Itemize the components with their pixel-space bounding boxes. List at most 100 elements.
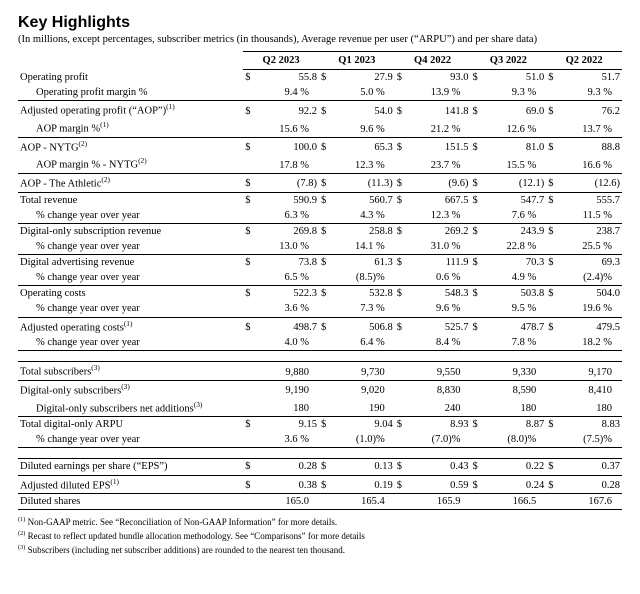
currency-symbol: $ xyxy=(395,255,411,271)
cell-value: 65.3 xyxy=(335,137,395,155)
currency-symbol: $ xyxy=(243,223,259,239)
cell-value: 547.7 xyxy=(487,192,547,208)
currency-symbol xyxy=(243,362,259,381)
currency-symbol xyxy=(395,494,411,510)
currency-symbol: $ xyxy=(470,286,486,302)
cell-value: 151.5 xyxy=(411,137,471,155)
currency-symbol xyxy=(470,335,486,351)
cell-value: 70.3 xyxy=(487,255,547,271)
cell-value: 180 xyxy=(562,399,622,417)
currency-symbol xyxy=(395,270,411,286)
subheading: (In millions, except percentages, subscr… xyxy=(18,34,622,45)
currency-symbol xyxy=(243,494,259,510)
cell-value: 0.22 xyxy=(487,459,547,475)
cell-value: 506.8 xyxy=(335,317,395,335)
header-row: Q2 2023 Q1 2023 Q4 2022 Q3 2022 Q2 2022 xyxy=(18,52,622,70)
cell-value: 0.19 xyxy=(335,475,395,494)
currency-symbol: $ xyxy=(243,417,259,433)
row-label: Diluted shares xyxy=(18,494,243,510)
cell-value: 9.3 % xyxy=(487,85,547,101)
cell-value: 4.3 % xyxy=(335,208,395,224)
currency-symbol xyxy=(546,494,562,510)
currency-symbol: $ xyxy=(319,137,335,155)
cell-value: 0.38 xyxy=(259,475,319,494)
cell-value: (8.5)% xyxy=(335,270,395,286)
spacer-row xyxy=(18,448,622,459)
table-row: AOP margin % - NYTG(2)17.8 %12.3 %23.7 %… xyxy=(18,155,622,173)
currency-symbol: $ xyxy=(395,192,411,208)
currency-symbol: $ xyxy=(319,475,335,494)
table-row: AOP - The Athletic(2)$(7.8)$(11.3)$(9.6)… xyxy=(18,173,622,192)
cell-value: 9.4 % xyxy=(259,85,319,101)
currency-symbol xyxy=(243,432,259,448)
currency-symbol: $ xyxy=(470,459,486,475)
currency-symbol: $ xyxy=(319,101,335,119)
currency-symbol xyxy=(319,239,335,255)
currency-symbol xyxy=(243,155,259,173)
col-period-3: Q3 2022 xyxy=(470,52,546,70)
cell-value: (12.6) xyxy=(562,173,622,192)
table-row: % change year over year6.3 %4.3 %12.3 %7… xyxy=(18,208,622,224)
currency-symbol: $ xyxy=(395,173,411,192)
currency-symbol: $ xyxy=(470,255,486,271)
cell-value: 0.59 xyxy=(411,475,471,494)
row-label: Operating profit margin % xyxy=(18,85,243,101)
spacer-row xyxy=(18,351,622,362)
cell-value: 9,020 xyxy=(335,380,395,398)
cell-value: 532.8 xyxy=(335,286,395,302)
currency-symbol xyxy=(395,301,411,317)
currency-symbol xyxy=(546,270,562,286)
currency-symbol: $ xyxy=(546,70,562,86)
cell-value: (7.8) xyxy=(259,173,319,192)
cell-value: 4.0 % xyxy=(259,335,319,351)
currency-symbol xyxy=(546,380,562,398)
cell-value: 69.0 xyxy=(487,101,547,119)
currency-symbol xyxy=(319,85,335,101)
table-row: AOP margin %(1)15.6 %9.6 %21.2 %12.6 %13… xyxy=(18,119,622,137)
currency-symbol: $ xyxy=(319,223,335,239)
currency-symbol: $ xyxy=(319,192,335,208)
currency-symbol xyxy=(470,155,486,173)
page-title: Key Highlights xyxy=(18,14,622,32)
table-row: Digital-only subscription revenue$269.8$… xyxy=(18,223,622,239)
currency-symbol xyxy=(395,119,411,137)
currency-symbol: $ xyxy=(319,255,335,271)
table-row: Adjusted operating costs(1)$498.7$506.8$… xyxy=(18,317,622,335)
currency-symbol xyxy=(319,155,335,173)
currency-symbol: $ xyxy=(395,459,411,475)
currency-symbol xyxy=(243,119,259,137)
currency-symbol: $ xyxy=(243,459,259,475)
cell-value: 88.8 xyxy=(562,137,622,155)
row-label: Total digital-only ARPU xyxy=(18,417,243,433)
currency-symbol xyxy=(395,155,411,173)
cell-value: (7.0)% xyxy=(411,432,471,448)
currency-symbol xyxy=(395,239,411,255)
currency-symbol xyxy=(319,494,335,510)
cell-value: 7.6 % xyxy=(487,208,547,224)
cell-value: 76.2 xyxy=(562,101,622,119)
currency-symbol: $ xyxy=(546,475,562,494)
cell-value: (8.0)% xyxy=(487,432,547,448)
currency-symbol xyxy=(319,270,335,286)
row-label: Digital-only subscribers(3) xyxy=(18,380,243,398)
cell-value: (9.6) xyxy=(411,173,471,192)
cell-value: 25.5 % xyxy=(562,239,622,255)
cell-value: 27.9 xyxy=(335,70,395,86)
currency-symbol xyxy=(243,239,259,255)
cell-value: 55.8 xyxy=(259,70,319,86)
currency-symbol: $ xyxy=(243,255,259,271)
currency-symbol: $ xyxy=(395,70,411,86)
cell-value: 18.2 % xyxy=(562,335,622,351)
currency-symbol xyxy=(395,380,411,398)
cell-value: 190 xyxy=(335,399,395,417)
row-label: AOP - The Athletic(2) xyxy=(18,173,243,192)
cell-value: 243.9 xyxy=(487,223,547,239)
cell-value: 21.2 % xyxy=(411,119,471,137)
cell-value: 92.2 xyxy=(259,101,319,119)
currency-symbol xyxy=(395,399,411,417)
currency-symbol: $ xyxy=(470,137,486,155)
row-label: AOP margin % - NYTG(2) xyxy=(18,155,243,173)
currency-symbol: $ xyxy=(470,101,486,119)
table-row: Total digital-only ARPU$9.15$9.04$8.93$8… xyxy=(18,417,622,433)
cell-value: 8,830 xyxy=(411,380,471,398)
